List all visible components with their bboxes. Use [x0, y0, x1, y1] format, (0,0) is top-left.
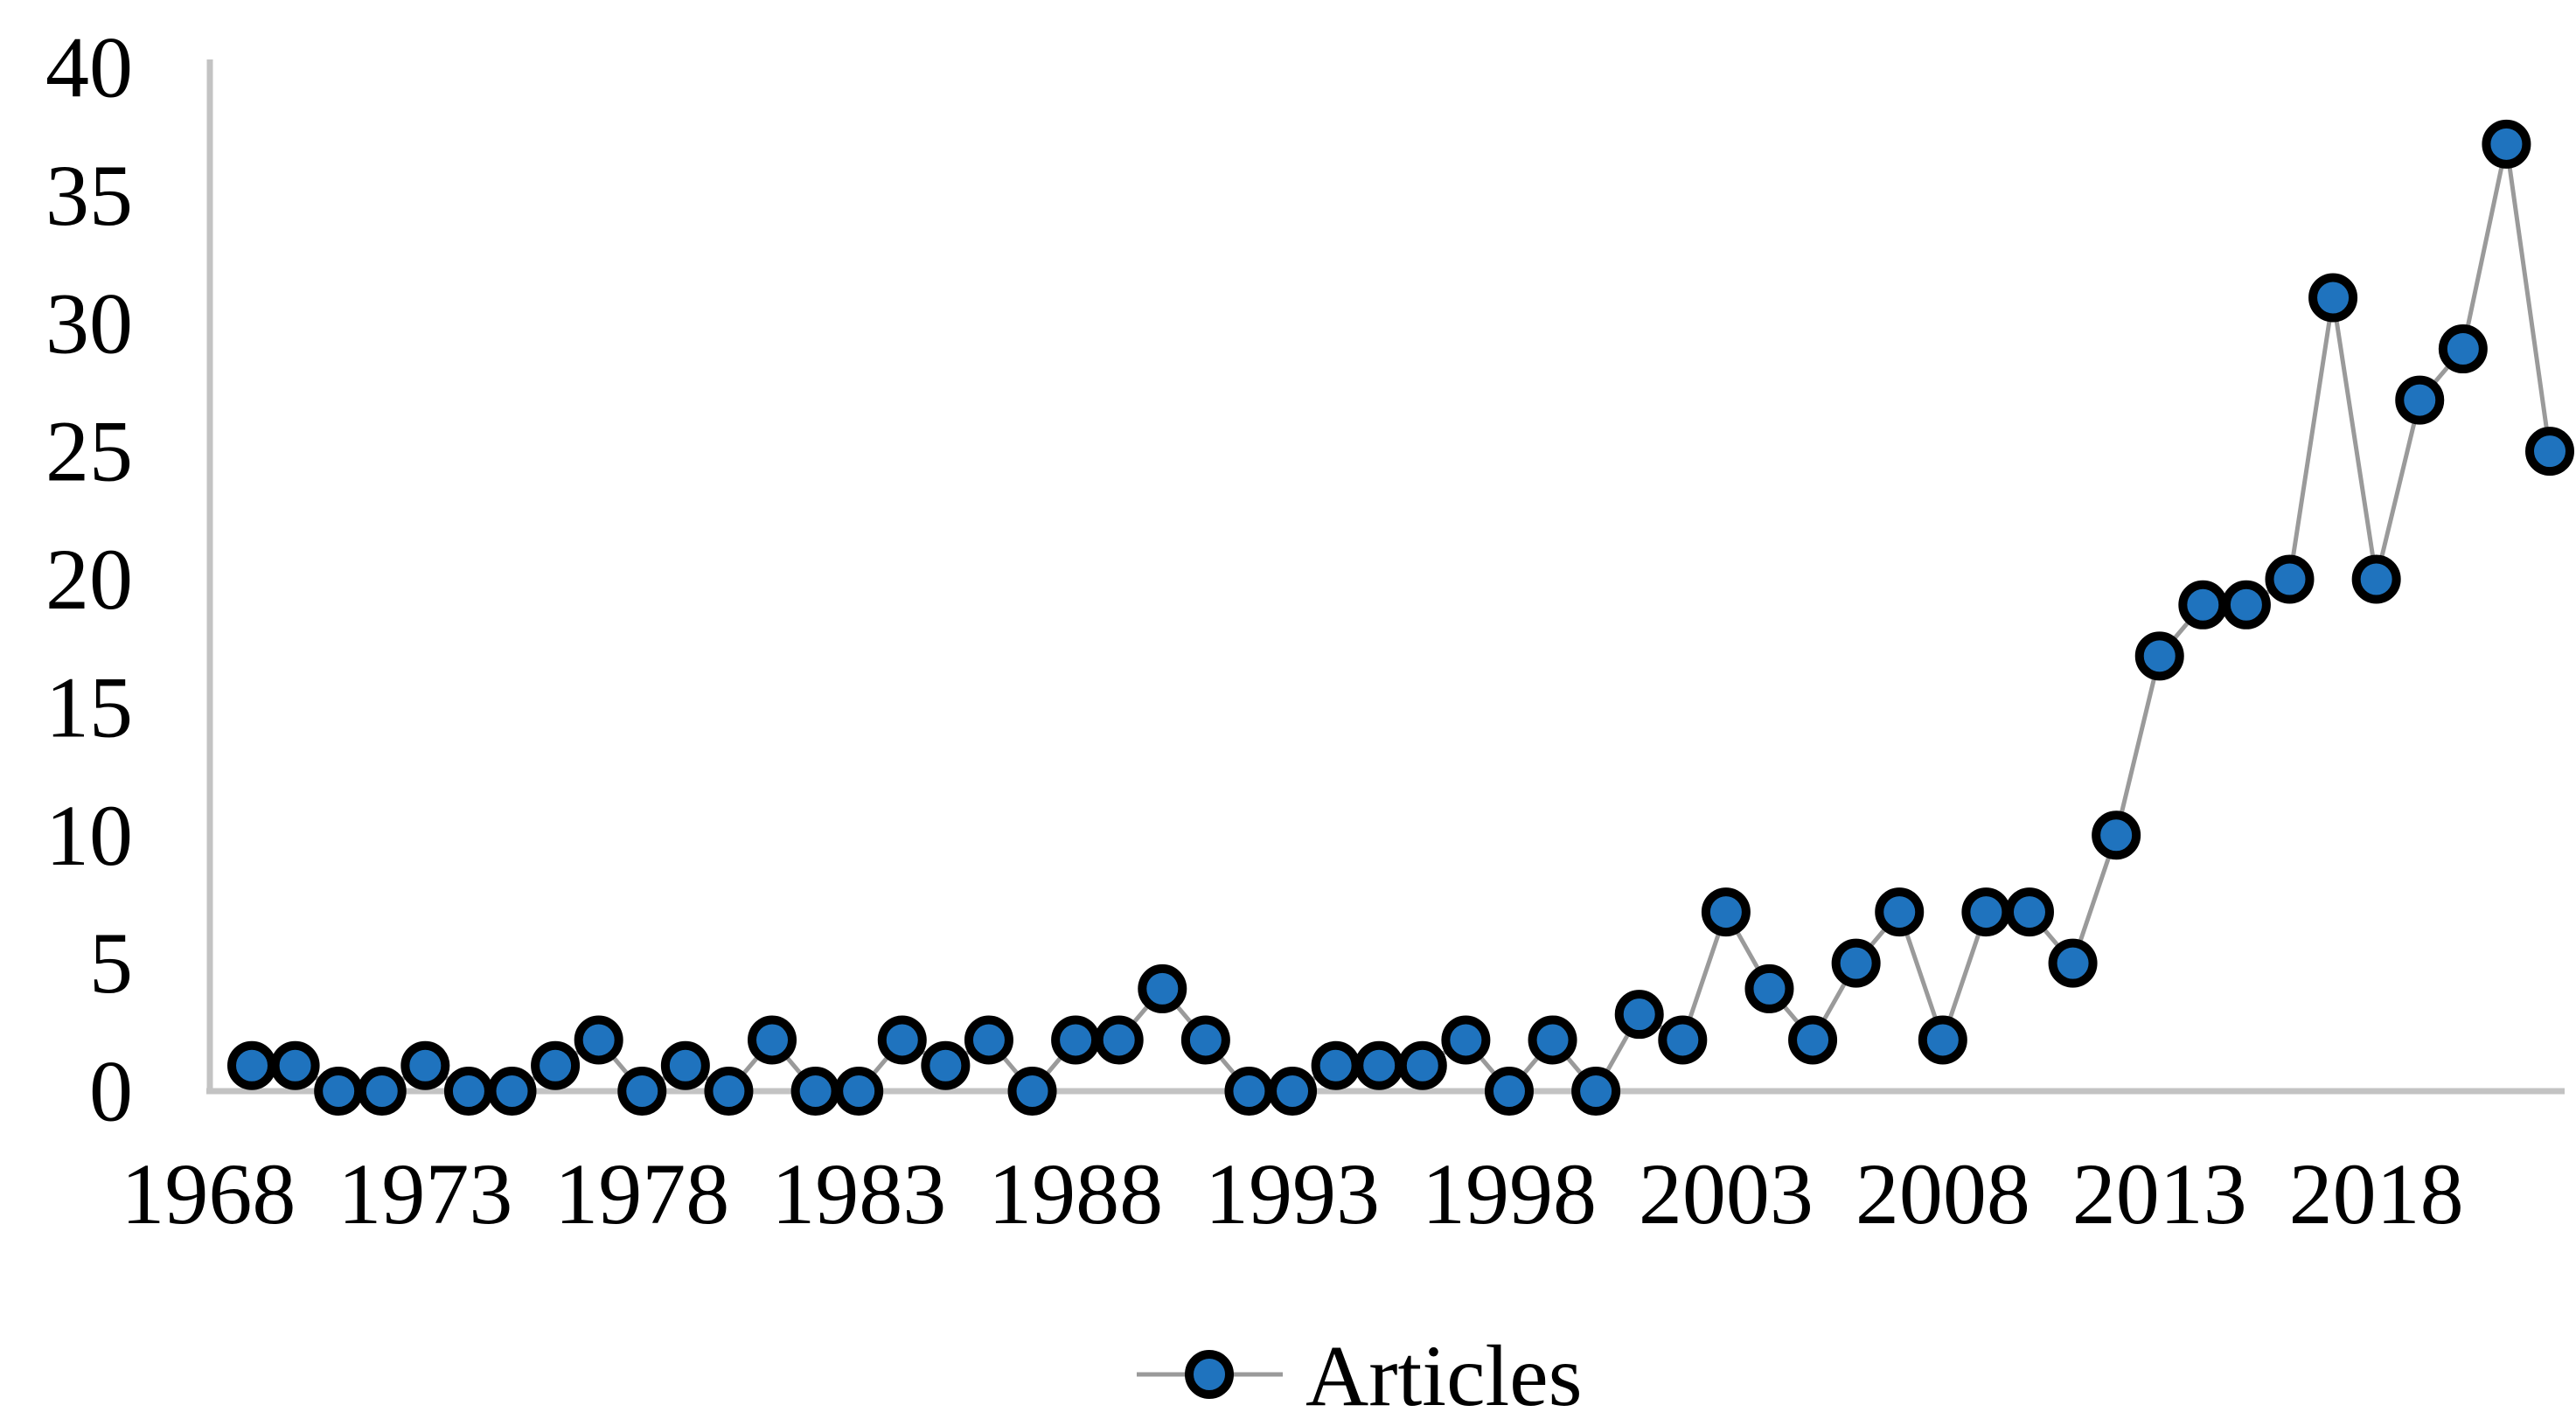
- data-point-marker: [1701, 887, 1751, 937]
- data-point-marker: [1571, 1067, 1621, 1116]
- x-tick-label: 1998: [1422, 1145, 1597, 1242]
- data-point-marker: [1831, 938, 1881, 988]
- data-point-marker: [1614, 990, 1664, 1040]
- data-point-marker: [227, 1040, 276, 1090]
- data-point-marker: [2395, 375, 2445, 425]
- data-point-marker: [1051, 1015, 1101, 1065]
- data-point-marker: [921, 1040, 971, 1090]
- data-point-marker: [1961, 887, 2011, 937]
- legend: Articles: [1137, 1327, 1583, 1424]
- data-point-marker: [2525, 427, 2575, 476]
- x-tick-label: 1983: [771, 1145, 946, 1242]
- data-point-marker: [1094, 1015, 1144, 1065]
- axis-tick-labels: 0 5 10 15 20 25 30 35 40 1968 1973 1978 1983 1988 1993…: [45, 19, 2464, 1243]
- data-point-marker: [1528, 1015, 1577, 1065]
- legend-marker-icon: [1185, 1350, 1234, 1399]
- y-tick-label: 0: [89, 1043, 133, 1140]
- data-point-marker: [400, 1040, 450, 1090]
- data-point-marker: [2438, 324, 2488, 374]
- y-tick-label: 40: [45, 19, 133, 116]
- data-point-marker: [2178, 580, 2228, 630]
- y-tick-label: 30: [45, 275, 133, 372]
- x-tick-label: 1978: [554, 1145, 729, 1242]
- y-tick-label: 35: [45, 147, 133, 244]
- data-point-marker: [1354, 1040, 1404, 1090]
- x-tick-label: 1973: [338, 1145, 512, 1242]
- y-tick-label: 25: [45, 403, 133, 500]
- x-tick-label: 1988: [988, 1145, 1163, 1242]
- data-point-marker: [1918, 1015, 1967, 1065]
- data-point-marker: [1875, 887, 1925, 937]
- data-point-marker: [1180, 1015, 1230, 1065]
- data-point-marker: [660, 1040, 710, 1090]
- data-point-marker: [617, 1067, 667, 1116]
- x-tick-label: 2003: [1639, 1145, 1814, 1242]
- data-point-marker: [2221, 580, 2271, 630]
- data-point-marker: [1441, 1015, 1491, 1065]
- data-point-marker: [1658, 1015, 1708, 1065]
- data-point-marker: [1788, 1015, 1838, 1065]
- data-point-marker: [2482, 119, 2531, 169]
- data-point-marker: [834, 1067, 884, 1116]
- data-point-marker: [1138, 963, 1187, 1013]
- data-point-marker: [964, 1015, 1013, 1065]
- data-point-marker: [748, 1015, 797, 1065]
- x-tick-label: 2018: [2289, 1145, 2464, 1242]
- data-point-marker: [2351, 554, 2401, 604]
- axes: [206, 59, 2565, 1095]
- x-tick-label: 1993: [1205, 1145, 1380, 1242]
- data-series: [227, 119, 2575, 1116]
- y-tick-label: 10: [45, 787, 133, 884]
- data-point-marker: [574, 1015, 623, 1065]
- y-tick-label: 15: [45, 658, 133, 755]
- x-tick-label: 1968: [121, 1145, 296, 1242]
- y-tick-label: 20: [45, 531, 133, 628]
- data-point-marker: [314, 1067, 364, 1116]
- data-point-marker: [443, 1067, 493, 1116]
- data-point-marker: [2092, 810, 2141, 860]
- data-point-marker: [704, 1067, 754, 1116]
- data-point-marker: [2048, 938, 2098, 988]
- data-point-marker: [487, 1067, 537, 1116]
- data-point-marker: [2308, 273, 2358, 323]
- data-point-marker: [1484, 1067, 1534, 1116]
- legend-label: Articles: [1305, 1327, 1583, 1424]
- data-point-marker: [2265, 554, 2315, 604]
- data-point-marker: [1268, 1067, 1318, 1116]
- x-tick-label: 2008: [1855, 1145, 2030, 1242]
- data-point-marker: [1397, 1040, 1447, 1090]
- data-point-marker: [1224, 1067, 1274, 1116]
- data-point-marker: [877, 1015, 927, 1065]
- data-point-marker: [531, 1040, 581, 1090]
- y-tick-label: 5: [89, 915, 133, 1012]
- data-point-marker: [2134, 631, 2184, 681]
- data-point-marker: [790, 1067, 840, 1116]
- data-point-marker: [1744, 963, 1794, 1013]
- data-point-marker: [1311, 1040, 1361, 1090]
- data-point-marker: [2004, 887, 2054, 937]
- data-point-marker: [1007, 1067, 1057, 1116]
- x-tick-label: 2013: [2072, 1145, 2247, 1242]
- data-point-marker: [357, 1067, 407, 1116]
- data-point-marker: [270, 1040, 320, 1090]
